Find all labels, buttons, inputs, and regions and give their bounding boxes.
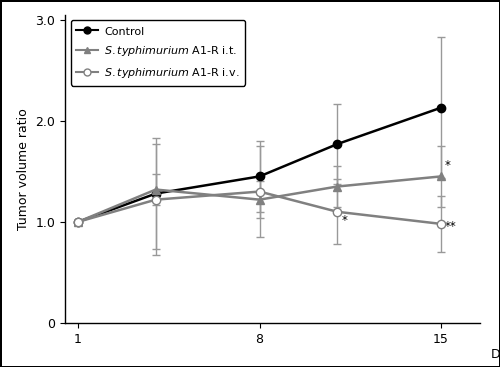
Text: *: * xyxy=(341,214,347,227)
Legend: Control, $\it{S. typhimurium}$ A1-R i.t., $\it{S. typhimurium}$ A1-R i.v.: Control, $\it{S. typhimurium}$ A1-R i.t.… xyxy=(70,20,245,86)
Text: **: ** xyxy=(445,220,456,233)
Y-axis label: Tumor volume ratio: Tumor volume ratio xyxy=(17,108,30,230)
Text: *: * xyxy=(445,159,451,172)
Text: Day: Day xyxy=(491,348,500,361)
